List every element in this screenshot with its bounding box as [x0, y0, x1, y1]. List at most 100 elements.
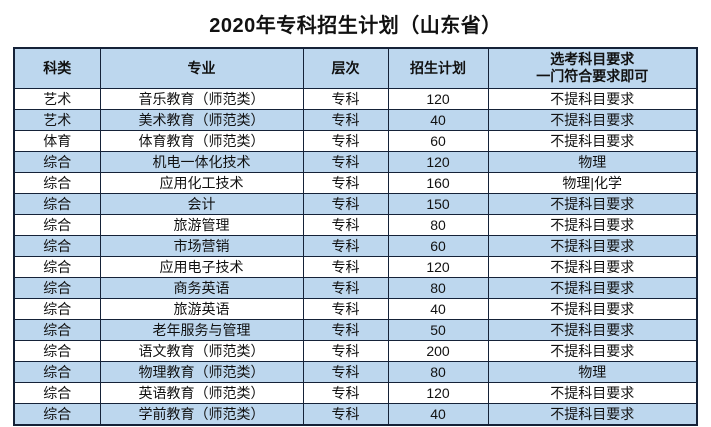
cell-plan: 80	[387, 213, 489, 236]
cell-category: 综合	[13, 402, 101, 425]
cell-plan: 160	[387, 171, 489, 194]
table-row: 综合 物理教育（师范类） 专科 80 物理	[13, 360, 698, 383]
cell-category: 综合	[13, 339, 101, 362]
cell-major: 物理教育（师范类）	[99, 360, 304, 383]
table-row: 综合 市场营销 专科 60 不提科目要求	[13, 234, 698, 257]
table-row: 综合 旅游英语 专科 40 不提科目要求	[13, 297, 698, 320]
cell-major: 应用化工技术	[99, 171, 304, 194]
cell-major: 机电一体化技术	[99, 150, 304, 173]
cell-level: 专科	[302, 234, 389, 257]
cell-major: 学前教育（师范类）	[99, 402, 304, 425]
cell-requirement: 物理	[487, 150, 698, 173]
cell-category: 综合	[13, 297, 101, 320]
cell-category: 综合	[13, 192, 101, 215]
table-row: 综合 应用化工技术 专科 160 物理|化学	[13, 171, 698, 194]
cell-major: 商务英语	[99, 276, 304, 299]
table-body: 艺术 音乐教育（师范类） 专科 120 不提科目要求 艺术 美术教育（师范类） …	[13, 87, 698, 425]
enrollment-plan-table: 科类 专业 层次 招生计划 选考科目要求 一门符合要求即可 艺术 音乐教育（师范…	[13, 47, 698, 426]
cell-plan: 50	[387, 318, 489, 341]
cell-category: 综合	[13, 360, 101, 383]
cell-plan: 120	[387, 87, 489, 110]
cell-plan: 40	[387, 297, 489, 320]
cell-major: 体育教育（师范类）	[99, 129, 304, 152]
cell-level: 专科	[302, 276, 389, 299]
cell-level: 专科	[302, 129, 389, 152]
cell-category: 综合	[13, 318, 101, 341]
cell-major: 音乐教育（师范类）	[99, 87, 304, 110]
cell-category: 综合	[13, 276, 101, 299]
cell-level: 专科	[302, 402, 389, 425]
header-requirement: 选考科目要求 一门符合要求即可	[487, 47, 698, 89]
cell-level: 专科	[302, 87, 389, 110]
cell-category: 体育	[13, 129, 101, 152]
cell-requirement: 不提科目要求	[487, 381, 698, 404]
cell-major: 会计	[99, 192, 304, 215]
cell-plan: 150	[387, 192, 489, 215]
cell-major: 应用电子技术	[99, 255, 304, 278]
cell-category: 艺术	[13, 87, 101, 110]
cell-plan: 40	[387, 402, 489, 425]
cell-plan: 40	[387, 108, 489, 131]
cell-requirement: 不提科目要求	[487, 213, 698, 236]
cell-level: 专科	[302, 171, 389, 194]
cell-category: 综合	[13, 213, 101, 236]
cell-category: 综合	[13, 255, 101, 278]
cell-plan: 200	[387, 339, 489, 362]
cell-requirement: 物理|化学	[487, 171, 698, 194]
header-level: 层次	[302, 47, 389, 89]
header-plan: 招生计划	[387, 47, 489, 89]
table-row: 综合 应用电子技术 专科 120 不提科目要求	[13, 255, 698, 278]
cell-plan: 80	[387, 276, 489, 299]
page-title: 2020年专科招生计划（山东省）	[209, 15, 502, 37]
table-row: 综合 旅游管理 专科 80 不提科目要求	[13, 213, 698, 236]
cell-plan: 60	[387, 129, 489, 152]
cell-level: 专科	[302, 192, 389, 215]
cell-level: 专科	[302, 213, 389, 236]
table-row: 综合 商务英语 专科 80 不提科目要求	[13, 276, 698, 299]
cell-major: 语文教育（师范类）	[99, 339, 304, 362]
cell-plan: 80	[387, 360, 489, 383]
cell-plan: 120	[387, 150, 489, 173]
cell-category: 综合	[13, 381, 101, 404]
cell-requirement: 不提科目要求	[487, 402, 698, 425]
cell-level: 专科	[302, 318, 389, 341]
table-row: 综合 会计 专科 150 不提科目要求	[13, 192, 698, 215]
table-row: 综合 学前教育（师范类） 专科 40 不提科目要求	[13, 402, 698, 425]
table-row: 综合 语文教育（师范类） 专科 200 不提科目要求	[13, 339, 698, 362]
cell-requirement: 不提科目要求	[487, 318, 698, 341]
cell-plan: 120	[387, 255, 489, 278]
header-category: 科类	[13, 47, 101, 89]
cell-category: 艺术	[13, 108, 101, 131]
table-row: 体育 体育教育（师范类） 专科 60 不提科目要求	[13, 129, 698, 152]
cell-requirement: 不提科目要求	[487, 234, 698, 257]
cell-plan: 60	[387, 234, 489, 257]
cell-major: 老年服务与管理	[99, 318, 304, 341]
cell-category: 综合	[13, 150, 101, 173]
cell-major: 旅游管理	[99, 213, 304, 236]
cell-plan: 120	[387, 381, 489, 404]
table-row: 艺术 美术教育（师范类） 专科 40 不提科目要求	[13, 108, 698, 131]
cell-level: 专科	[302, 381, 389, 404]
header-major: 专业	[99, 47, 304, 89]
cell-major: 市场营销	[99, 234, 304, 257]
table-row: 艺术 音乐教育（师范类） 专科 120 不提科目要求	[13, 87, 698, 110]
cell-level: 专科	[302, 297, 389, 320]
cell-requirement: 不提科目要求	[487, 192, 698, 215]
table-header-row: 科类 专业 层次 招生计划 选考科目要求 一门符合要求即可	[13, 47, 698, 89]
cell-requirement: 不提科目要求	[487, 339, 698, 362]
cell-requirement: 不提科目要求	[487, 108, 698, 131]
cell-major: 旅游英语	[99, 297, 304, 320]
cell-level: 专科	[302, 108, 389, 131]
cell-requirement: 物理	[487, 360, 698, 383]
cell-category: 综合	[13, 234, 101, 257]
cell-level: 专科	[302, 150, 389, 173]
table-row: 综合 机电一体化技术 专科 120 物理	[13, 150, 698, 173]
cell-requirement: 不提科目要求	[487, 255, 698, 278]
table-row: 综合 老年服务与管理 专科 50 不提科目要求	[13, 318, 698, 341]
table-row: 综合 英语教育（师范类） 专科 120 不提科目要求	[13, 381, 698, 404]
cell-level: 专科	[302, 339, 389, 362]
header-requirement-line1: 选考科目要求	[550, 50, 635, 67]
cell-requirement: 不提科目要求	[487, 87, 698, 110]
cell-level: 专科	[302, 360, 389, 383]
cell-requirement: 不提科目要求	[487, 297, 698, 320]
